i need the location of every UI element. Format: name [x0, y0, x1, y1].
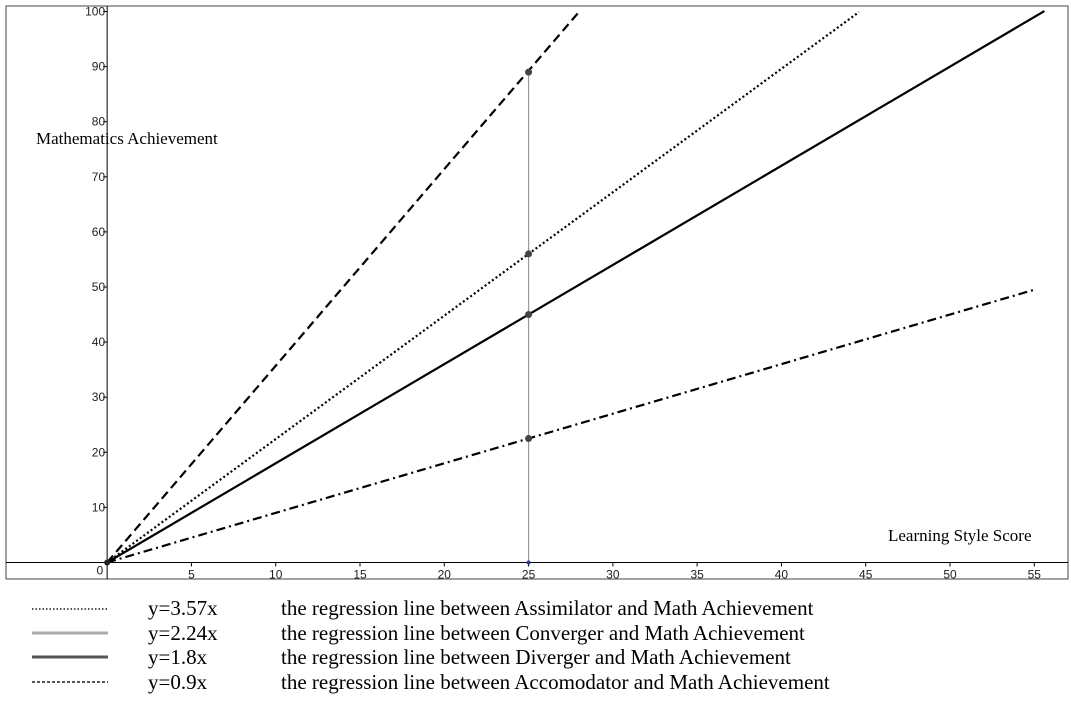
- legend-row-assimilator: y=3.57x the regression line between Assi…: [30, 596, 1040, 621]
- legend-description: the regression line between Accomodator …: [281, 669, 830, 694]
- legend-equation: y=0.9x: [148, 669, 208, 694]
- series-line-dashed: [106, 11, 580, 564]
- y-tick-label: 60: [92, 225, 106, 239]
- legend-description: the regression line between Converger an…: [281, 620, 805, 645]
- y-tick-label: 100: [85, 5, 105, 19]
- legend-description: the regression line between Diverger and…: [281, 645, 791, 669]
- regression-lines: [106, 10, 1045, 564]
- legend-equation: y=2.24x: [148, 620, 218, 645]
- axes: [6, 6, 1068, 579]
- series-point-dotted: [525, 250, 533, 258]
- chart-plot: 5 10 15 20 25 30 35 40 45 50 55 10 20 30 40 50 60 70 80 90 1…: [5, 5, 1069, 582]
- data-points: [104, 68, 533, 566]
- y-tick-label: 30: [92, 390, 106, 404]
- x-tick-label: 35: [690, 567, 704, 581]
- legend-swatch-dark-solid: [32, 655, 108, 659]
- legend-swatch-light-solid: [32, 631, 108, 634]
- x-tick-label: 50: [943, 567, 957, 581]
- y-tick-label: 80: [92, 115, 106, 129]
- x-tick-label: 30: [606, 567, 620, 581]
- y-tick-label: 50: [92, 280, 106, 294]
- legend: y=3.57x the regression line between Assi…: [30, 596, 1040, 694]
- y-axis-label: Mathematics Achievement: [36, 129, 218, 148]
- series-line-dashdot: [106, 288, 1035, 564]
- legend-row-converger: y=2.24x the regression line between Conv…: [30, 621, 1040, 646]
- series-line-solid: [106, 10, 1045, 564]
- vertical-reference-line: [526, 72, 531, 565]
- legend-swatch-dotted: [32, 608, 108, 610]
- y-tick-label: 40: [92, 335, 106, 349]
- x-tick-label: 45: [859, 567, 873, 581]
- x-tick-label: 5: [188, 567, 195, 581]
- x-tick-label: 15: [353, 567, 367, 581]
- legend-swatch-dashed: [32, 680, 108, 683]
- x-tick-label: 20: [438, 567, 452, 581]
- x-axis-label: Learning Style Score: [888, 526, 1032, 545]
- legend-equation: y=1.8x: [148, 645, 208, 669]
- x-tick-label: 55: [1028, 567, 1042, 581]
- x-tick-label: 40: [775, 567, 789, 581]
- origin-label: 0: [96, 563, 103, 577]
- legend-row-diverger: y=1.8x the regression line between Diver…: [30, 645, 1040, 670]
- origin-point: [104, 559, 111, 566]
- series-point-solid: [525, 311, 533, 319]
- x-tick-label: 25: [522, 567, 536, 581]
- vertical-line-base-point: [526, 560, 531, 565]
- y-tick-label: 70: [92, 170, 106, 184]
- y-tick-label: 90: [92, 60, 106, 74]
- y-tick-label: 20: [92, 445, 106, 459]
- series-point-dashed: [525, 68, 533, 76]
- plot-frame: [5, 5, 1069, 580]
- legend-equation: y=3.57x: [148, 596, 218, 620]
- series-line-dotted: [106, 11, 860, 564]
- legend-description: the regression line between Assimilator …: [281, 596, 814, 620]
- ticks: 5 10 15 20 25 30 35 40 45 50 55 10 20 30 40 50 60 70 80 90 1…: [85, 5, 1041, 582]
- x-tick-label: 10: [269, 567, 283, 581]
- series-point-dashdot: [525, 435, 533, 443]
- y-tick-label: 10: [92, 500, 106, 514]
- legend-row-accomodator: y=0.9x the regression line between Accom…: [30, 670, 1040, 695]
